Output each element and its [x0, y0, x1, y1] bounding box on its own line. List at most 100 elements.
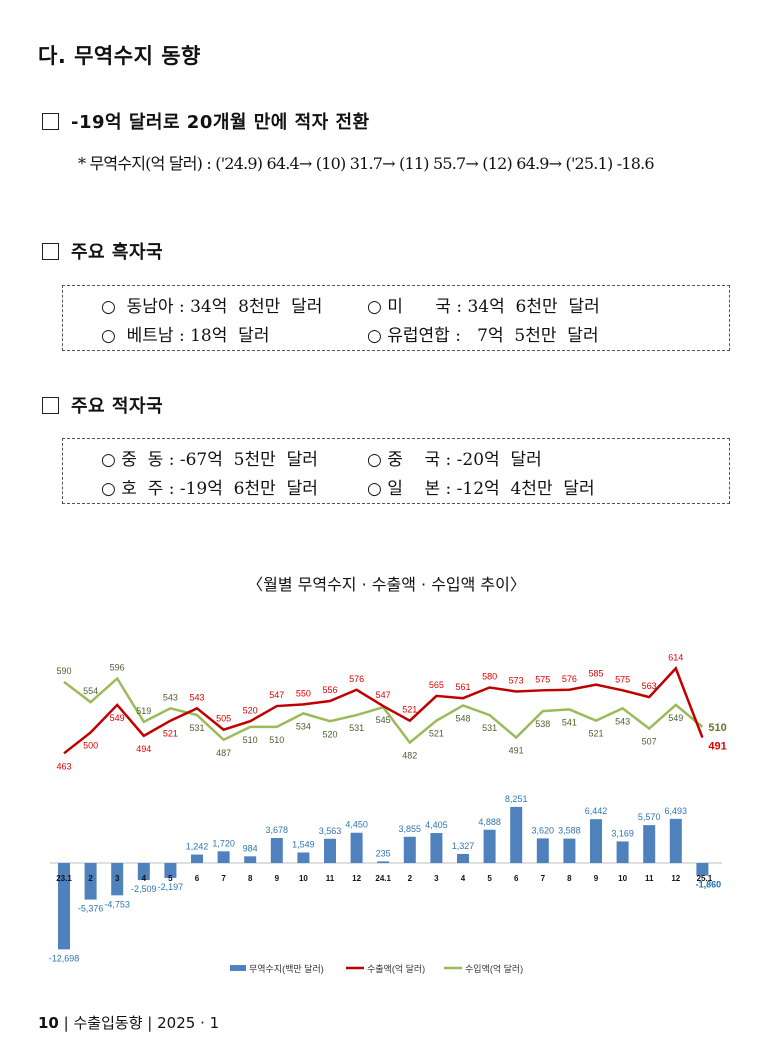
balance-bar	[696, 863, 709, 876]
balance-label: 4,405	[425, 820, 448, 830]
x-tick-label: 4	[461, 874, 466, 883]
export-line	[63, 666, 704, 755]
footer-date: 2025 · 1	[157, 1014, 220, 1032]
export-label: 547	[376, 690, 391, 700]
import-label: 507	[642, 737, 657, 747]
balance-bar	[270, 837, 283, 863]
page-footer: 10 | 수출입동향 | 2025 · 1	[38, 1012, 219, 1033]
import-label: 520	[322, 729, 337, 739]
surplus-countries-box: ○ 동남아 : 34억 8천만 달러 ○ 미 국 : 34억 6천만 달러 ○ …	[62, 285, 730, 351]
balance-label: 3,678	[266, 825, 289, 835]
balance-label: 1,242	[186, 842, 209, 852]
x-tick-label: 7	[221, 874, 226, 883]
surplus-item: ○ 미 국 : 34억 6천만 달러	[367, 297, 600, 317]
balance-label: 8,251	[505, 794, 528, 804]
balance-bar	[457, 853, 469, 863]
balance-label: 6,493	[665, 806, 688, 816]
balance-label: -2,197	[158, 882, 184, 892]
export-label: 575	[535, 674, 550, 684]
export-label: 573	[509, 675, 524, 685]
section-surplus-countries: 주요 흑자국	[42, 238, 163, 264]
balance-bar	[164, 863, 177, 878]
import-label: 519	[136, 706, 151, 716]
balance-bar	[616, 841, 629, 863]
x-tick-label: 8	[248, 874, 253, 883]
balance-bar	[590, 819, 602, 863]
export-label: 576	[562, 674, 577, 684]
balance-bar	[563, 838, 576, 863]
import-label: 531	[482, 723, 497, 733]
balance-label: 3,855	[399, 824, 422, 834]
x-tick-label: 4	[142, 874, 147, 883]
page-heading: 다. 무역수지 동향	[38, 44, 201, 68]
import-label: 545	[376, 715, 391, 725]
export-label: 505	[216, 714, 231, 724]
balance-bar	[669, 818, 682, 863]
import-label: 549	[668, 713, 683, 723]
balance-bar	[643, 825, 656, 863]
balance-label: 1,549	[292, 839, 315, 849]
section-deficit: -19억 달러로 20개월 만에 적자 전환	[42, 108, 370, 134]
legend-swatch-balance	[230, 965, 246, 971]
balance-label: 3,620	[532, 825, 555, 835]
legend-label-balance: 무역수지(백만 달러)	[249, 963, 324, 974]
balance-bar	[191, 854, 203, 863]
balance-bar	[430, 833, 443, 863]
import-label: 541	[562, 717, 577, 727]
legend-label-export: 수출액(억 달러)	[367, 963, 425, 974]
balance-label: 5,570	[638, 812, 661, 822]
export-label: 556	[322, 685, 337, 695]
export-label: 494	[136, 744, 151, 754]
x-tick-label: 10	[299, 874, 308, 883]
import-label: 510	[708, 722, 726, 734]
balance-label: 4,450	[345, 820, 368, 830]
export-label: 463	[56, 761, 71, 771]
balance-bar	[297, 852, 310, 863]
section-deficit-countries: 주요 적자국	[42, 392, 163, 418]
deficit-item: ○ 중 동 : -67억 5천만 달러	[101, 450, 318, 470]
export-label: 547	[269, 690, 284, 700]
section-title: -19억 달러로 20개월 만에 적자 전환	[71, 112, 370, 133]
export-label: 521	[163, 729, 178, 739]
x-tick-label: 2	[408, 874, 413, 883]
export-label: 565	[429, 680, 444, 690]
balance-bar	[536, 838, 549, 863]
balance-bar	[377, 861, 390, 863]
deficit-item: ○ 일 본 : -12억 4천만 달러	[367, 479, 595, 499]
balance-bar	[244, 856, 257, 863]
import-label: 531	[349, 723, 364, 733]
balance-bar	[510, 806, 523, 863]
balance-label: 235	[376, 848, 391, 858]
import-label: 596	[110, 663, 125, 673]
import-label: 543	[615, 716, 630, 726]
x-tick-label: 10	[618, 874, 627, 883]
export-label: 521	[402, 705, 417, 715]
balance-label: -5,376	[78, 904, 104, 914]
surplus-item: ○ 베트남 : 18억 달러	[101, 326, 270, 346]
x-tick-label: 8	[567, 874, 572, 883]
import-label: 510	[269, 735, 284, 745]
balance-label: -4,753	[104, 899, 130, 909]
import-label: 534	[296, 721, 311, 731]
checkbox-square-icon	[42, 397, 59, 414]
x-tick-label: 9	[275, 874, 280, 883]
x-tick-label: 6	[195, 874, 200, 883]
surplus-item: ○ 유럽연합 : 7억 5천만 달러	[367, 326, 599, 346]
export-label: 550	[296, 688, 311, 698]
balance-label: 3,588	[558, 826, 581, 836]
balance-bar	[111, 863, 124, 896]
import-label: 487	[216, 748, 231, 758]
x-tick-label: 24.1	[375, 874, 391, 883]
balance-label: 6,442	[585, 806, 608, 816]
deficit-countries-box: ○ 중 동 : -67억 5천만 달러 ○ 중 국 : -20억 달러 ○ 호 …	[62, 438, 730, 504]
balance-label: 1,720	[212, 838, 235, 848]
x-tick-label: 25.1	[697, 874, 713, 883]
x-tick-label: 5	[168, 874, 173, 883]
import-label: 590	[56, 666, 71, 676]
export-label: 491	[708, 741, 726, 753]
deficit-item: ○ 호 주 : -19억 6천만 달러	[101, 479, 318, 499]
import-label: 548	[455, 714, 470, 724]
balance-label: 1,327	[452, 841, 475, 851]
export-label: 614	[668, 652, 683, 662]
page-number: 10	[38, 1014, 59, 1032]
